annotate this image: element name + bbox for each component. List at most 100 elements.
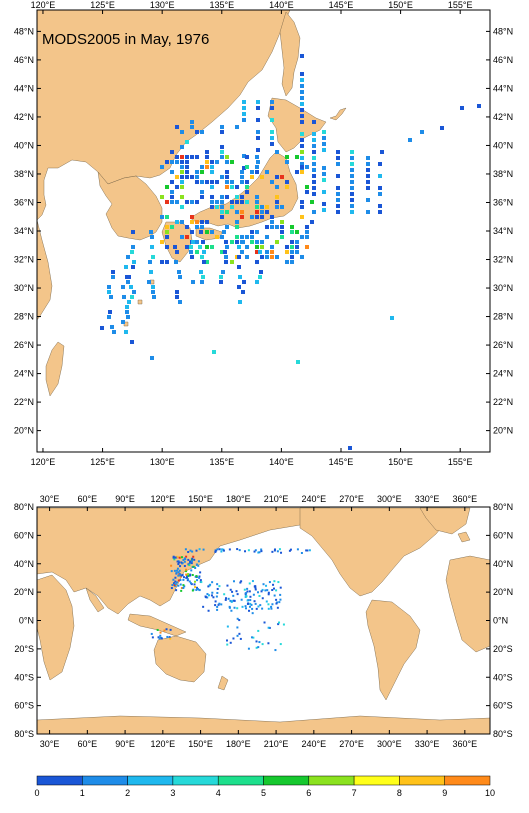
observation-cell [192, 555, 195, 558]
observation-cell [180, 145, 184, 149]
lon-label-top: 155°E [448, 0, 473, 10]
observation-cell [202, 250, 206, 254]
observation-cell [220, 130, 224, 134]
observation-cell [290, 240, 294, 244]
observation-cell [253, 550, 256, 553]
observation-cell [295, 245, 299, 249]
world-lat-label-right: 80°N [493, 502, 513, 512]
observation-cell [251, 580, 254, 583]
observation-cell [350, 168, 354, 172]
observation-cell [174, 580, 177, 583]
observation-cell [185, 235, 189, 239]
lon-label-top: 130°E [150, 0, 175, 10]
observation-cell [179, 574, 182, 577]
observation-cell [274, 649, 277, 652]
observation-cell [378, 192, 382, 196]
observation-cell [270, 100, 274, 104]
observation-cell [170, 564, 173, 567]
observation-cell [506, 350, 510, 354]
observation-cell [165, 225, 169, 229]
observation-cell [305, 245, 309, 249]
observation-cell [215, 235, 219, 239]
world-lon-label-bottom: 30°E [40, 739, 60, 749]
observation-cell [181, 574, 184, 577]
observation-cell [285, 260, 289, 264]
observation-cell [177, 584, 180, 587]
lon-label-bottom: 135°E [209, 457, 234, 467]
observation-cell [250, 170, 254, 174]
observation-cell [420, 130, 424, 134]
observation-cell [160, 637, 163, 640]
observation-cell [262, 583, 265, 586]
observation-cell [243, 588, 246, 591]
lat-label-left: 42°N [14, 112, 34, 122]
observation-cell [191, 557, 194, 560]
observation-cell [300, 96, 304, 100]
observation-cell [194, 567, 197, 570]
observation-cell [254, 588, 257, 591]
world-lat-label-right: 20°N [493, 587, 513, 597]
observation-cell [295, 170, 299, 174]
observation-cell [273, 580, 276, 583]
observation-cell [185, 568, 188, 571]
observation-cell [190, 125, 194, 129]
world-lon-label-bottom: 90°E [115, 739, 135, 749]
observation-cell [240, 170, 244, 174]
observation-cell [175, 185, 179, 189]
lat-label-left: 40°N [14, 140, 34, 150]
observation-cell [270, 250, 274, 254]
observation-cell [175, 175, 179, 179]
observation-cell [350, 156, 354, 160]
observation-cell [312, 138, 316, 142]
observation-cell [180, 130, 184, 134]
observation-cell [151, 636, 154, 639]
observation-cell [235, 195, 239, 199]
observation-cell [226, 625, 229, 628]
observation-cell [322, 178, 326, 182]
observation-cell [185, 140, 189, 144]
world-lat-label-right: 20°S [493, 644, 513, 654]
observation-cell [190, 155, 194, 159]
observation-cell [305, 165, 309, 169]
observation-cell [170, 570, 173, 573]
observation-cell [267, 591, 270, 594]
world-lat-label-right: 40°N [493, 559, 513, 569]
observation-cell [312, 168, 316, 172]
observation-cell [322, 190, 326, 194]
observation-cell [178, 569, 181, 572]
observation-cell [160, 215, 164, 219]
observation-cell [175, 125, 179, 129]
observation-cell [240, 250, 244, 254]
observation-cell [280, 175, 284, 179]
observation-cell [310, 220, 314, 224]
observation-cell [256, 100, 260, 104]
observation-cell [185, 245, 189, 249]
world-map: 30°E 30°E 60°E 60°E 90°E 90°E 120°E 120°E 150°E 1… [14, 494, 513, 749]
observation-cell [237, 285, 241, 289]
observation-cell [149, 230, 153, 234]
observation-cell [235, 225, 239, 229]
observation-cell [175, 220, 179, 224]
observation-cell [280, 551, 283, 554]
observation-cell [312, 120, 316, 124]
world-lat-label-left: 60°S [14, 701, 34, 711]
observation-cell [180, 180, 184, 184]
world-lon-label-bottom: 120°E [151, 739, 176, 749]
observation-cell [260, 210, 264, 214]
observation-cell [256, 130, 260, 134]
observation-cell [312, 156, 316, 160]
observation-cell [235, 200, 239, 204]
observation-cell [222, 230, 226, 234]
observation-cell [255, 640, 258, 643]
observation-cell [189, 245, 193, 249]
observation-cell [165, 185, 169, 189]
observation-cell [223, 593, 226, 596]
observation-cell [186, 576, 189, 579]
observation-cell [107, 290, 111, 294]
observation-cell [232, 594, 235, 597]
observation-cell [247, 647, 250, 650]
world-lon-label-bottom: 180°E [226, 739, 251, 749]
world-lon-label-top: 300°E [377, 494, 402, 504]
observation-cell [185, 165, 189, 169]
